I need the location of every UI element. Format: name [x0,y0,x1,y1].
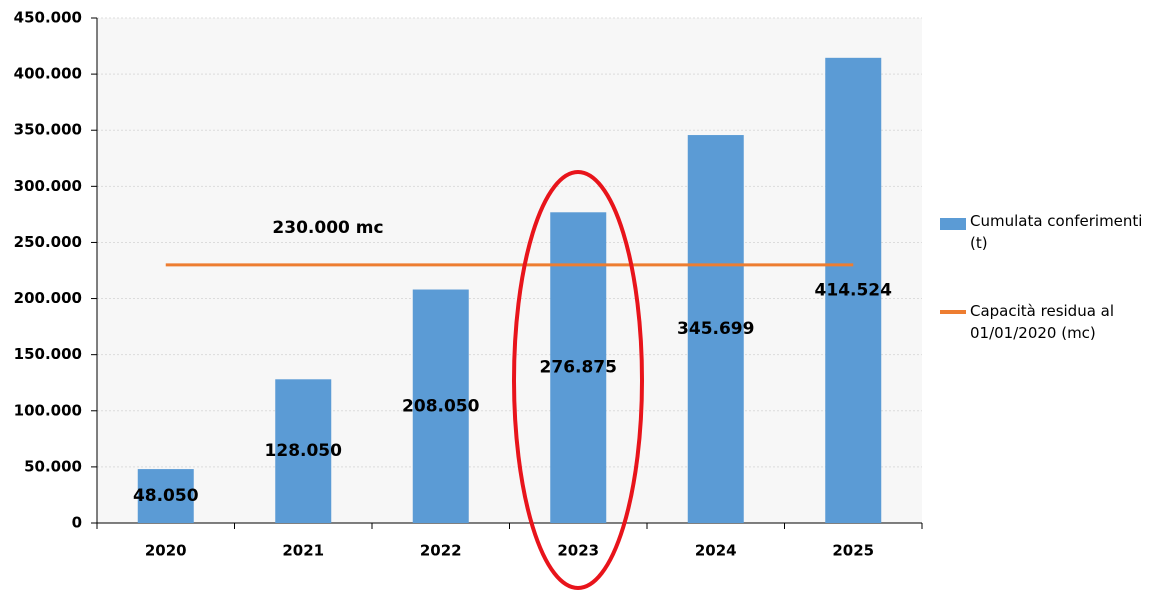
bar [687,135,744,524]
y-tick-label: 300.000 [14,177,82,195]
legend-item: Cumulata conferimenti (t) [940,210,1155,254]
y-tick-label: 150.000 [14,345,82,363]
legend-item: Capacità residua al 01/01/2020 (mc) [940,300,1155,344]
x-tick-label: 2021 [282,542,324,560]
y-tick-label: 100.000 [14,401,82,419]
highlight-ellipse [512,170,644,590]
x-tick-label: 2022 [420,542,462,560]
y-tick-label: 450.000 [14,9,82,27]
data-label: 208.050 [402,396,480,416]
y-tick-label: 200.000 [14,289,82,307]
bar [275,379,332,523]
legend-label: Capacità residua al 01/01/2020 (mc) [970,302,1115,342]
y-tick-label: 0 [72,514,82,532]
y-tick-label: 250.000 [14,233,82,251]
x-tick-label: 2025 [832,542,874,560]
data-label: 345.699 [677,319,754,339]
data-label: 128.050 [265,441,343,461]
bar [825,57,882,524]
legend-swatch [940,310,966,314]
x-tick-label: 2023 [557,542,599,560]
plot-area [97,18,922,523]
annotation: 230.000 mc [272,218,383,238]
y-tick-label: 50.000 [24,457,82,475]
legend-swatch [940,218,966,230]
data-label: 276.875 [540,358,617,378]
bar [137,469,194,523]
legend-label: Cumulata conferimenti (t) [970,212,1143,252]
bar [412,289,469,523]
y-tick-label: 350.000 [14,121,82,139]
x-tick-label: 2024 [695,542,737,560]
data-label: 48.050 [133,486,199,506]
data-label: 414.524 [815,280,893,300]
x-tick-label: 2020 [145,542,187,560]
y-tick-label: 400.000 [14,65,82,83]
